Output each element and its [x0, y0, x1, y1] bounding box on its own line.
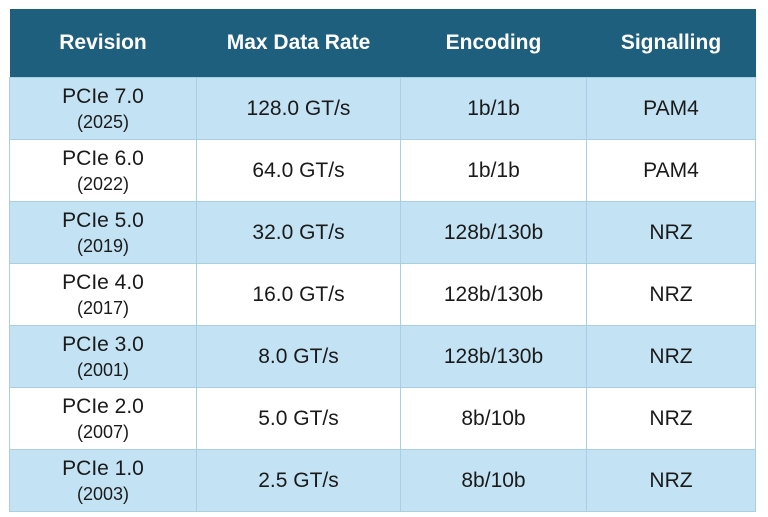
revision-cell: PCIe 7.0 (2025) [9, 77, 197, 140]
revision-name: PCIe 2.0 [62, 394, 144, 418]
signalling-cell: NRZ [586, 449, 756, 512]
table-row: PCIe 6.0 (2022) 64.0 GT/s 1b/1b PAM4 [9, 139, 756, 202]
revision-year: (2007) [76, 421, 130, 442]
revision-name: PCIe 3.0 [62, 332, 144, 356]
encoding-cell: 8b/10b [400, 387, 587, 450]
table-body: PCIe 7.0 (2025) 128.0 GT/s 1b/1b PAM4 PC… [9, 77, 756, 512]
revision-year: (2003) [76, 483, 130, 504]
signalling-cell: PAM4 [586, 77, 756, 140]
revision-name: PCIe 1.0 [62, 456, 144, 480]
revision-year: (2001) [76, 359, 130, 380]
table-row: PCIe 7.0 (2025) 128.0 GT/s 1b/1b PAM4 [9, 77, 756, 140]
rate-cell: 128.0 GT/s [196, 77, 401, 140]
header-row: Revision Max Data Rate Encoding Signalli… [9, 9, 756, 78]
table-row: PCIe 3.0 (2001) 8.0 GT/s 128b/130b NRZ [9, 325, 756, 388]
table-row: PCIe 2.0 (2007) 5.0 GT/s 8b/10b NRZ [9, 387, 756, 450]
pcie-revisions-table: Revision Max Data Rate Encoding Signalli… [9, 9, 756, 512]
revision-cell: PCIe 4.0 (2017) [9, 263, 197, 326]
rate-cell: 5.0 GT/s [196, 387, 401, 450]
encoding-cell: 128b/130b [400, 325, 587, 388]
rate-cell: 16.0 GT/s [196, 263, 401, 326]
rate-cell: 32.0 GT/s [196, 201, 401, 264]
rate-cell: 64.0 GT/s [196, 139, 401, 202]
encoding-cell: 1b/1b [400, 139, 587, 202]
revision-name: PCIe 5.0 [62, 208, 144, 232]
revision-name: PCIe 4.0 [62, 270, 144, 294]
revision-year: (2017) [76, 297, 130, 318]
table-row: PCIe 1.0 (2003) 2.5 GT/s 8b/10b NRZ [9, 449, 756, 512]
header-signalling: Signalling [586, 9, 756, 78]
rate-cell: 2.5 GT/s [196, 449, 401, 512]
header-encoding: Encoding [400, 9, 587, 78]
revision-year: (2025) [76, 111, 130, 132]
revision-year: (2019) [76, 235, 130, 256]
pcie-revisions-table-container: Revision Max Data Rate Encoding Signalli… [9, 9, 756, 512]
encoding-cell: 8b/10b [400, 449, 587, 512]
header-max-data-rate: Max Data Rate [196, 9, 401, 78]
revision-cell: PCIe 3.0 (2001) [9, 325, 197, 388]
revision-year: (2022) [76, 173, 130, 194]
table-header: Revision Max Data Rate Encoding Signalli… [9, 9, 756, 78]
signalling-cell: NRZ [586, 263, 756, 326]
revision-name: PCIe 7.0 [62, 84, 144, 108]
encoding-cell: 128b/130b [400, 263, 587, 326]
encoding-cell: 1b/1b [400, 77, 587, 140]
signalling-cell: PAM4 [586, 139, 756, 202]
encoding-cell: 128b/130b [400, 201, 587, 264]
revision-cell: PCIe 5.0 (2019) [9, 201, 197, 264]
signalling-cell: NRZ [586, 201, 756, 264]
revision-name: PCIe 6.0 [62, 146, 144, 170]
table-row: PCIe 4.0 (2017) 16.0 GT/s 128b/130b NRZ [9, 263, 756, 326]
revision-cell: PCIe 1.0 (2003) [9, 449, 197, 512]
signalling-cell: NRZ [586, 325, 756, 388]
header-revision: Revision [9, 9, 197, 78]
revision-cell: PCIe 2.0 (2007) [9, 387, 197, 450]
rate-cell: 8.0 GT/s [196, 325, 401, 388]
table-row: PCIe 5.0 (2019) 32.0 GT/s 128b/130b NRZ [9, 201, 756, 264]
signalling-cell: NRZ [586, 387, 756, 450]
revision-cell: PCIe 6.0 (2022) [9, 139, 197, 202]
